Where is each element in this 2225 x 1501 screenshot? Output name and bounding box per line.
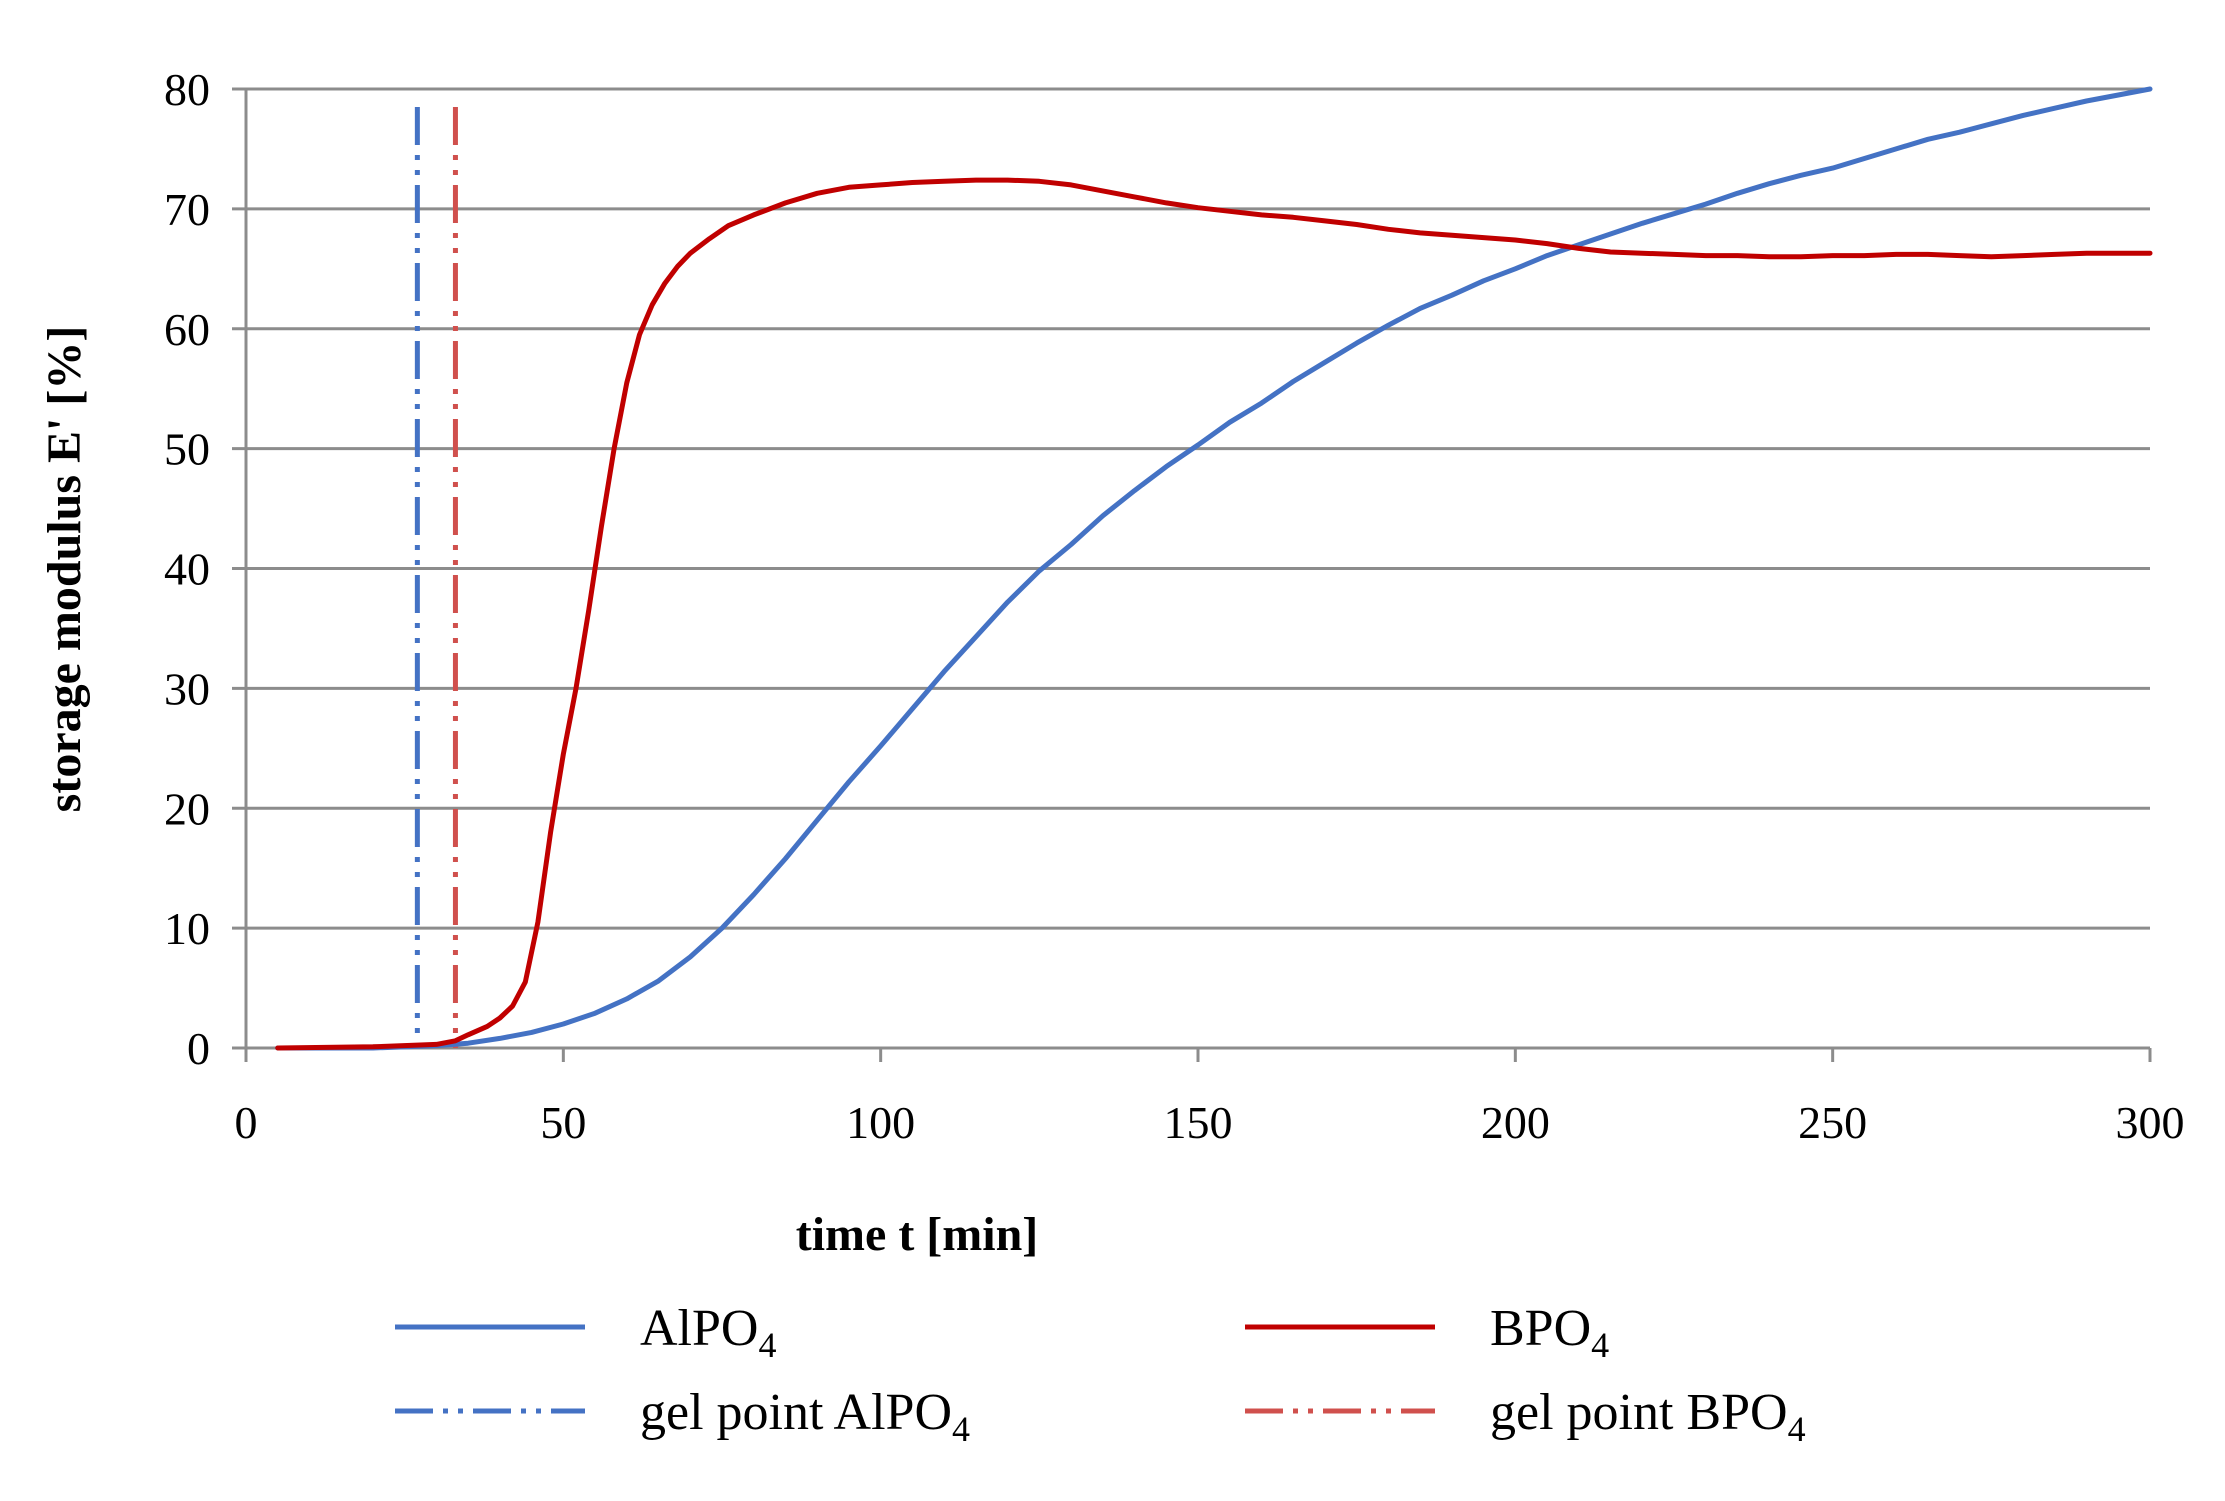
legend: AlPO4 BPO4 gel point AlPO4 gel point BPO4 bbox=[395, 1300, 1806, 1449]
x-tick-labels: 0 50 100 150 200 250 300 bbox=[235, 1097, 2185, 1148]
x-tick-label: 150 bbox=[1164, 1097, 1233, 1148]
x-tick-label: 300 bbox=[2116, 1097, 2185, 1148]
y-tick-label: 10 bbox=[164, 903, 210, 954]
data-series bbox=[275, 86, 2153, 1051]
y-tick-label: 80 bbox=[164, 64, 210, 115]
y-axis-title: storage modulus E' [%] bbox=[38, 326, 91, 813]
x-tick-label: 100 bbox=[846, 1097, 915, 1148]
y-tick-label: 60 bbox=[164, 304, 210, 355]
y-tick-label: 50 bbox=[164, 424, 210, 475]
gel-point-markers bbox=[414, 106, 458, 1048]
legend-label-3: gel point AlPO4 bbox=[640, 1384, 970, 1449]
axes bbox=[244, 89, 2152, 1062]
y-tick-label: 30 bbox=[164, 663, 210, 714]
legend-label-1: AlPO4 bbox=[640, 1300, 776, 1365]
x-tick-label: 200 bbox=[1481, 1097, 1550, 1148]
y-tick-label: 40 bbox=[164, 544, 210, 595]
y-tick-labels: 0 10 20 30 40 50 60 70 80 bbox=[164, 64, 210, 1074]
legend-label-2: BPO4 bbox=[1490, 1300, 1609, 1365]
y-tick-label: 20 bbox=[164, 783, 210, 834]
x-tick-label: 250 bbox=[1798, 1097, 1867, 1148]
series-line-2 bbox=[275, 177, 2153, 1051]
legend-label-4: gel point BPO4 bbox=[1490, 1384, 1806, 1449]
x-tick-label: 50 bbox=[540, 1097, 586, 1148]
series-line-1 bbox=[275, 86, 2153, 1051]
x-axis-title: time t [min] bbox=[796, 1208, 1039, 1261]
y-tick-label: 70 bbox=[164, 184, 210, 235]
y-tick-label: 0 bbox=[187, 1023, 210, 1074]
x-tick-label: 0 bbox=[235, 1097, 258, 1148]
